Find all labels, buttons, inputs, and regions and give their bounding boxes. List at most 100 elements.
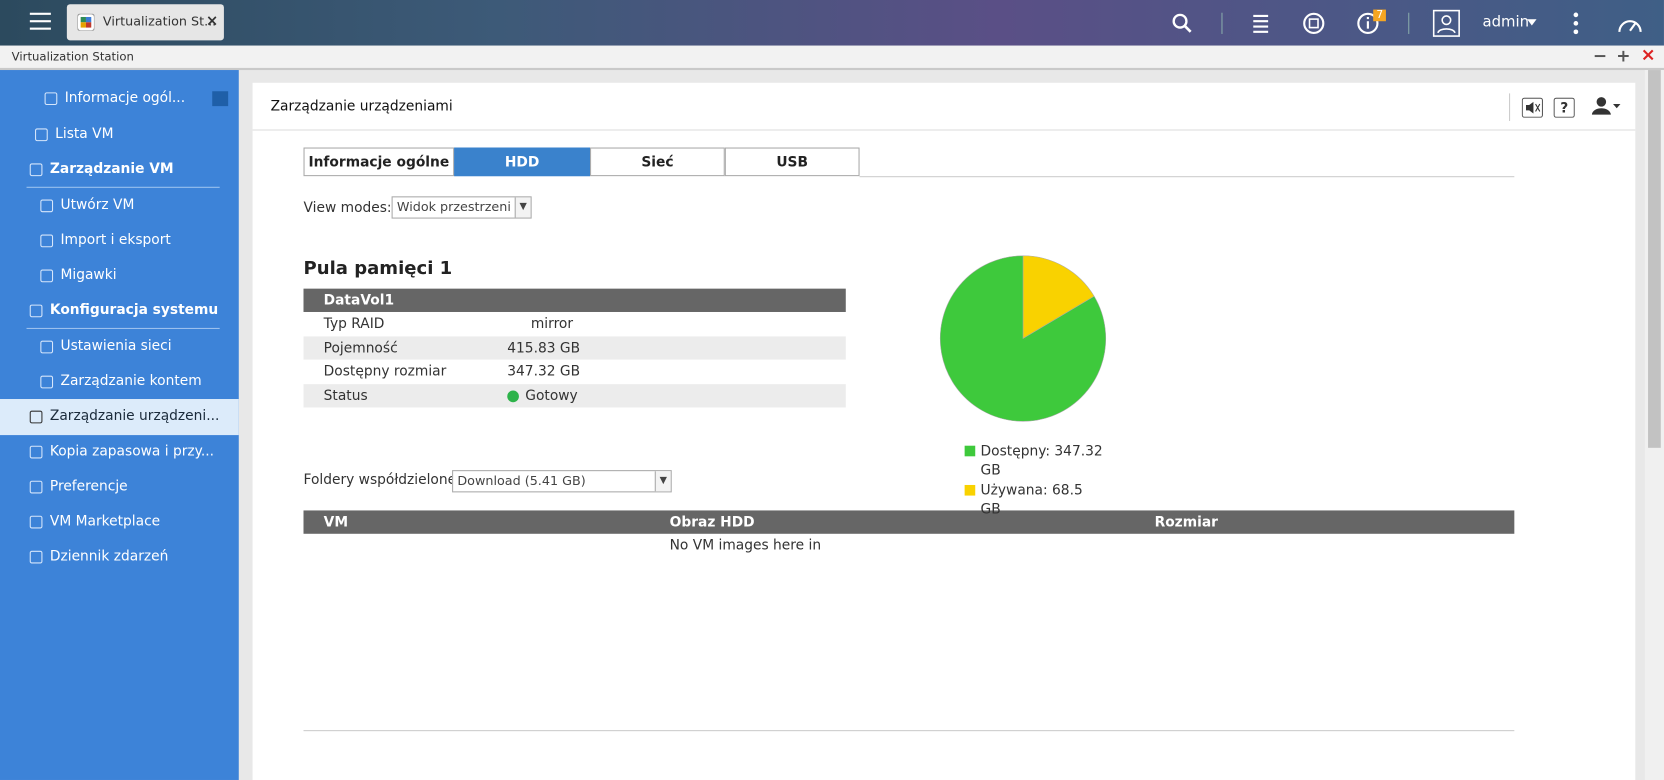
separator — [1509, 93, 1511, 121]
sidebar-icon — [29, 480, 43, 494]
shared-folder-select[interactable]: Download (5.41 GB) ▼ — [452, 470, 672, 493]
help-button[interactable]: ? — [1553, 97, 1575, 118]
empty-message: No VM images here in — [669, 538, 822, 554]
sidebar-item[interactable]: Utwórz VM — [60, 197, 135, 214]
sidebar-item[interactable]: Konfiguracja systemu — [49, 302, 219, 319]
separator — [1221, 12, 1223, 34]
window-title: Virtualization Station — [11, 49, 134, 64]
sidebar-item[interactable]: Ustawienia sieci — [60, 338, 172, 355]
view-mode-select[interactable]: Widok przestrzeni d ▼ — [391, 196, 532, 219]
sidebar-icon — [40, 375, 54, 389]
sidebar-icon — [29, 163, 43, 177]
svg-text:?: ? — [1560, 100, 1568, 116]
column-header: VM — [323, 514, 349, 531]
separator — [1408, 12, 1410, 34]
maximize-button[interactable]: + — [1616, 45, 1631, 66]
legend-swatch — [964, 445, 976, 457]
layout-toggle[interactable] — [212, 91, 229, 107]
section-underline — [26, 186, 220, 188]
sidebar-item[interactable]: Migawki — [60, 267, 117, 284]
row-value: Gotowy — [525, 387, 578, 404]
legend-label: Używana: 68.5 GB — [980, 482, 1083, 518]
top-bar: Virtualization St... × 7 admin — [0, 0, 1664, 46]
select-arrow: ▼ — [654, 471, 671, 492]
tab-button[interactable]: Informacje ogólne — [303, 147, 455, 177]
app-tab[interactable]: Virtualization St... × — [66, 4, 224, 41]
row-label: Dostępny rozmiar — [323, 363, 447, 380]
app-icon — [77, 13, 95, 31]
tab-button[interactable]: Sieć — [590, 147, 725, 177]
sidebar-item[interactable]: Dziennik zdarzeń — [49, 548, 169, 565]
scrollbar-thumb[interactable] — [1648, 70, 1661, 448]
row-value: 415.83 GB — [507, 340, 581, 357]
row-label: Typ RAID — [323, 316, 385, 333]
shared-folder-value: Download (5.41 GB) — [457, 473, 586, 489]
sidebar-icon — [29, 550, 43, 564]
sidebar-icon — [35, 128, 48, 142]
sidebar-item[interactable]: Zarządzanie urządzeni... — [49, 408, 220, 425]
tab-close[interactable]: × — [205, 12, 219, 30]
tab-button[interactable]: USB — [724, 147, 860, 177]
column-header: Rozmiar — [1154, 514, 1218, 531]
volume-row: Status Gotowy — [303, 383, 846, 407]
row-value: 347.32 GB — [507, 363, 581, 380]
content-panel — [252, 82, 1636, 780]
row-value: mirror — [530, 316, 574, 333]
tasks-icon[interactable] — [1250, 12, 1271, 35]
storage-pie — [940, 255, 1107, 422]
column-header: Obraz HDD — [669, 514, 755, 531]
legend-label: Dostępny: 347.32 GB — [980, 443, 1103, 479]
more-icon[interactable] — [1573, 12, 1579, 35]
sidebar-item[interactable]: Kopia zapasowa i przy... — [49, 443, 215, 460]
sync-icon[interactable] — [1301, 11, 1326, 36]
close-button[interactable]: × — [1640, 44, 1656, 66]
window-titlebar: Virtualization Station − + × — [0, 44, 1664, 71]
view-mode-value: Widok przestrzeni d — [396, 199, 524, 215]
volume-row: Dostępny rozmiar 347.32 GB — [303, 359, 846, 384]
tab-title: Virtualization St... — [102, 13, 217, 29]
divider — [252, 129, 1636, 131]
sidebar: Informacje ogól... Lista VM Zarządzanie VM… — [0, 70, 239, 780]
account-button[interactable] — [1591, 97, 1622, 116]
section-underline — [26, 327, 220, 329]
volume-row: Pojemność 415.83 GB — [303, 335, 846, 360]
sidebar-icon — [29, 304, 43, 318]
sidebar-item[interactable]: Import i eksport — [60, 232, 171, 249]
sidebar-icon — [29, 445, 43, 459]
view-modes-label: View modes: — [303, 200, 392, 217]
minimize-button[interactable]: − — [1592, 45, 1608, 66]
scrollbar[interactable] — [1644, 70, 1664, 780]
sound-button[interactable] — [1521, 97, 1543, 118]
row-label: Pojemność — [323, 340, 398, 357]
sidebar-item[interactable]: Informacje ogól... — [64, 90, 186, 107]
sidebar-icon — [40, 234, 54, 248]
menu-button[interactable] — [29, 11, 51, 32]
sidebar-icon — [44, 92, 58, 106]
divider — [303, 730, 1515, 732]
sidebar-icon — [29, 515, 43, 529]
sidebar-icon — [40, 340, 54, 354]
sidebar-item[interactable]: Zarządzanie VM — [49, 161, 174, 178]
select-arrow: ▼ — [514, 197, 531, 218]
sidebar-item[interactable]: Preferencje — [49, 478, 128, 495]
user-dropdown[interactable] — [1527, 19, 1537, 26]
sidebar-item[interactable]: Lista VM — [55, 126, 114, 143]
row-label: Status — [323, 387, 368, 404]
sidebar-icon — [29, 410, 43, 424]
pool-title: Pula pamięci 1 — [303, 257, 453, 280]
notification-badge: 7 — [1373, 9, 1387, 22]
user-icon[interactable] — [1432, 9, 1461, 38]
volume-row: Typ RAID mirror — [303, 311, 846, 336]
volume-name: DataVol1 — [323, 292, 395, 309]
tab-button[interactable]: HDD — [454, 147, 591, 177]
user-name[interactable]: admin — [1482, 13, 1530, 31]
sidebar-item[interactable]: Zarządzanie kontem — [60, 373, 202, 390]
sidebar-item[interactable]: VM Marketplace — [49, 513, 161, 530]
info-icon[interactable] — [1356, 11, 1381, 36]
dashboard-icon[interactable] — [1616, 11, 1644, 36]
vm-table-header: VM Obraz HDD Rozmiar — [303, 510, 1515, 534]
legend-swatch — [964, 484, 976, 496]
search-icon[interactable] — [1172, 13, 1193, 34]
